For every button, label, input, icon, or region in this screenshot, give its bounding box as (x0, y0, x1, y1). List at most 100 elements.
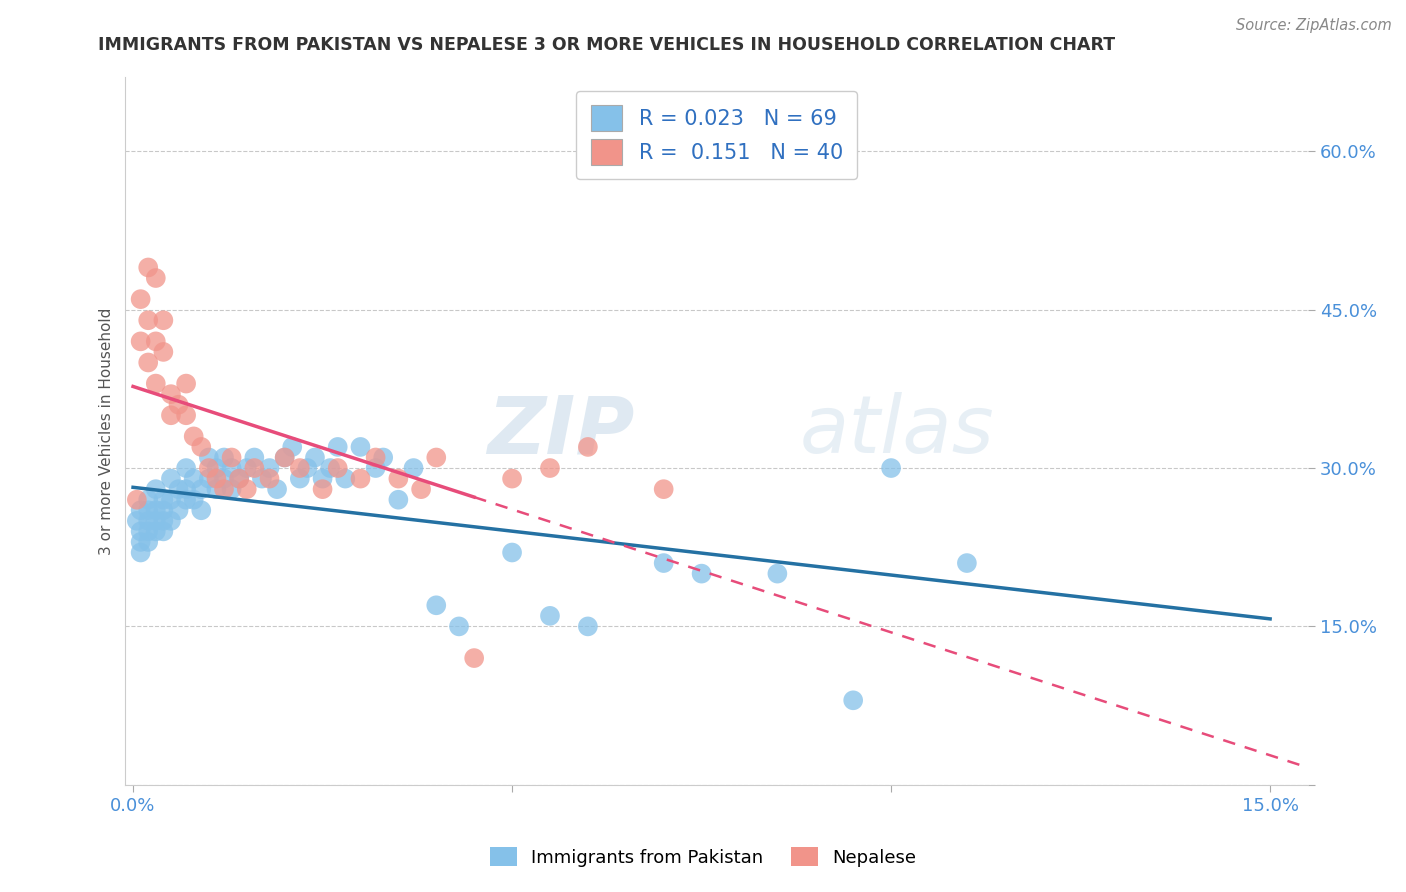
Point (288, 472, 311, 486)
Point (690, 566, 713, 581)
Point (152, 524, 174, 539)
Point (152, 492, 174, 507)
Point (212, 472, 235, 486)
Point (335, 472, 357, 486)
Point (349, 472, 371, 486)
Point (136, 492, 159, 507)
Point (326, 440, 349, 454)
Point (174, 409, 197, 423)
Text: atlas: atlas (800, 392, 994, 470)
Point (145, 503, 167, 517)
Point (576, 440, 599, 454)
Point (129, 535, 152, 549)
Point (198, 461, 221, 475)
Point (167, 398, 190, 412)
Point (129, 503, 152, 517)
Point (259, 472, 281, 486)
Point (152, 313, 174, 327)
Text: Source: ZipAtlas.com: Source: ZipAtlas.com (1236, 18, 1392, 33)
Point (190, 503, 212, 517)
Point (501, 545, 523, 559)
Point (174, 376, 197, 391)
Point (463, 651, 485, 665)
Point (190, 440, 212, 454)
Point (136, 524, 159, 539)
Point (411, 482, 433, 496)
Text: IMMIGRANTS FROM PAKISTAN VS NEPALESE 3 OR MORE VEHICLES IN HOUSEHOLD CORRELATION: IMMIGRANTS FROM PAKISTAN VS NEPALESE 3 O… (98, 36, 1115, 54)
Point (152, 345, 174, 359)
Point (125, 514, 148, 528)
Point (160, 492, 183, 507)
Point (956, 556, 979, 570)
Point (652, 556, 675, 570)
Point (136, 260, 159, 275)
Point (136, 535, 159, 549)
Point (236, 461, 259, 475)
Point (190, 482, 212, 496)
Point (167, 482, 190, 496)
Point (136, 503, 159, 517)
Point (273, 450, 295, 465)
Point (198, 472, 221, 486)
Point (212, 482, 235, 496)
Point (212, 450, 235, 465)
Point (160, 472, 183, 486)
Point (425, 599, 447, 613)
Point (136, 355, 159, 369)
Point (167, 503, 190, 517)
Point (266, 482, 288, 496)
Point (243, 450, 266, 465)
Point (228, 472, 250, 486)
Point (326, 461, 349, 475)
Point (205, 461, 228, 475)
Y-axis label: 3 or more Vehicles in Household: 3 or more Vehicles in Household (100, 308, 114, 555)
Point (152, 514, 174, 528)
Point (129, 334, 152, 349)
Point (501, 472, 523, 486)
Legend: R = 0.023   N = 69, R =  0.151   N = 40: R = 0.023 N = 69, R = 0.151 N = 40 (576, 91, 858, 179)
Point (198, 450, 221, 465)
Point (145, 334, 167, 349)
Point (221, 461, 243, 475)
Point (538, 608, 561, 623)
Point (205, 472, 228, 486)
Point (228, 472, 250, 486)
Point (174, 461, 197, 475)
Point (160, 409, 183, 423)
Point (576, 619, 599, 633)
Point (152, 503, 174, 517)
Point (425, 450, 447, 465)
Point (766, 566, 789, 581)
Point (319, 461, 342, 475)
Point (281, 440, 304, 454)
Point (129, 545, 152, 559)
Point (174, 482, 197, 496)
Point (447, 619, 470, 633)
Point (221, 450, 243, 465)
Legend: Immigrants from Pakistan, Nepalese: Immigrants from Pakistan, Nepalese (482, 840, 924, 874)
Point (160, 387, 183, 401)
Point (364, 461, 387, 475)
Point (364, 450, 387, 465)
Point (145, 482, 167, 496)
Point (129, 292, 152, 306)
Point (311, 472, 333, 486)
Point (136, 313, 159, 327)
Point (243, 461, 266, 475)
Point (221, 482, 243, 496)
Point (387, 472, 409, 486)
Point (250, 472, 273, 486)
Text: ZIP: ZIP (486, 392, 634, 470)
Point (145, 376, 167, 391)
Point (136, 514, 159, 528)
Point (273, 450, 295, 465)
Point (538, 461, 561, 475)
Point (373, 450, 395, 465)
Point (125, 492, 148, 507)
Point (129, 524, 152, 539)
Point (174, 492, 197, 507)
Point (652, 482, 675, 496)
Point (205, 482, 228, 496)
Point (160, 514, 183, 528)
Point (297, 461, 319, 475)
